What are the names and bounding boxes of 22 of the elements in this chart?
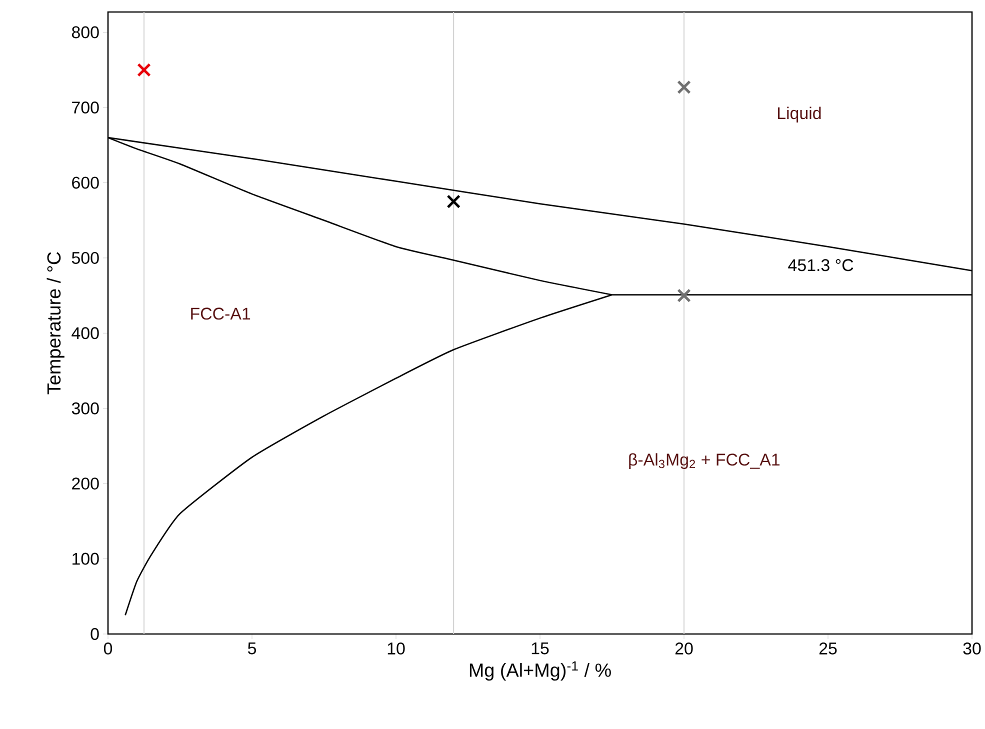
x-tick-label: 5: [248, 642, 256, 654]
y-tick-label: 300: [72, 402, 99, 414]
annotation: 451.3 °C: [788, 259, 854, 272]
x-tick-label: 15: [532, 642, 549, 654]
y-tick-label: 200: [72, 478, 99, 490]
y-axis-title: Temperature / °C: [46, 252, 64, 394]
x-tick-label: 20: [675, 642, 693, 654]
y-tick-label: 600: [72, 176, 99, 189]
y-tick-label: 0: [90, 628, 99, 640]
x-tick-label: 25: [819, 642, 837, 654]
y-tick-label: 700: [72, 102, 99, 114]
x-tick-label: 30: [963, 642, 981, 654]
y-tick-label: 400: [72, 327, 99, 340]
annotation: Liquid: [778, 106, 821, 123]
y-tick-label: 500: [72, 252, 99, 264]
x-axis-title: Mg (Al+Mg)$^{-1}$ / %: [470, 661, 611, 681]
annotation: FCC-A1: [191, 308, 250, 320]
x-tick-label: 10: [388, 642, 405, 654]
y-tick-label: 100: [72, 552, 99, 565]
annotation: β-Al$_{3}$Mg$_{2}$ + FCC_A1: [629, 453, 780, 469]
x-tick-label: 0: [104, 642, 112, 654]
y-tick-label: 800: [72, 26, 99, 38]
